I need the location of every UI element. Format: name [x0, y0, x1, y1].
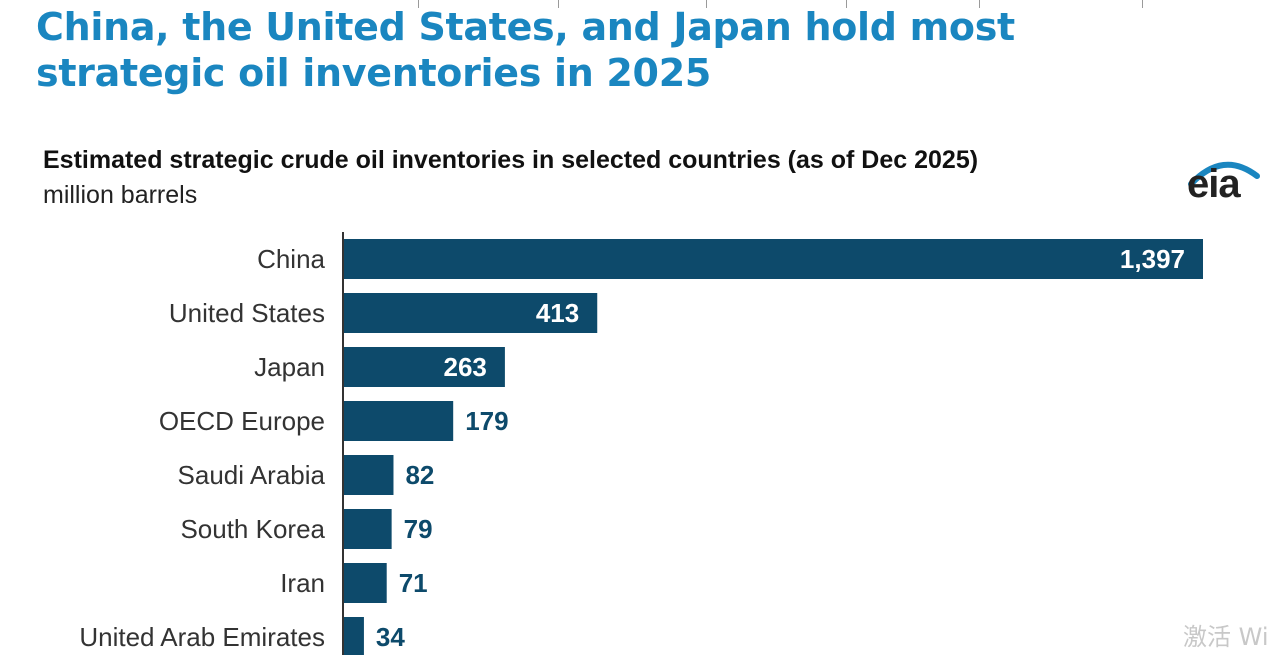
bar-0: [343, 239, 1203, 279]
value-label: 82: [405, 460, 434, 490]
value-label: 413: [536, 298, 579, 328]
eia-logo-icon: [1188, 161, 1260, 187]
category-label: Iran: [280, 568, 325, 598]
bar-7: [343, 617, 364, 655]
eia-logo-text: eia: [1187, 162, 1241, 206]
value-label: 71: [399, 568, 428, 598]
category-label: Saudi Arabia: [178, 460, 326, 490]
category-label: OECD Europe: [159, 406, 325, 436]
value-label: 1,397: [1120, 244, 1185, 274]
bar-4: [343, 455, 394, 495]
value-label: 179: [465, 406, 508, 436]
category-label: South Korea: [180, 514, 325, 544]
bar-6: [343, 563, 387, 603]
category-label: United Arab Emirates: [79, 622, 325, 652]
watermark-text: 激活 Wi: [1183, 623, 1269, 651]
chart-title: Estimated strategic crude oil inventorie…: [43, 146, 979, 174]
bar-1: [343, 293, 598, 333]
category-label: Japan: [254, 352, 325, 382]
value-label: 79: [404, 514, 433, 544]
value-label: 34: [376, 622, 405, 652]
chart-units-subtitle: million barrels: [43, 181, 198, 209]
category-label: China: [257, 244, 325, 274]
page-headline: China, the United States, and Japan hold…: [36, 5, 1015, 95]
bar-2: [343, 347, 505, 387]
value-label: 263: [444, 352, 487, 382]
bar-chart: China 1,397 United States 413 Japan 263 OECD E…: [79, 232, 1203, 655]
eia-logo: eia: [1183, 152, 1263, 212]
category-label: United States: [169, 298, 325, 328]
bar-5: [343, 509, 392, 549]
bar-3: [343, 401, 454, 441]
